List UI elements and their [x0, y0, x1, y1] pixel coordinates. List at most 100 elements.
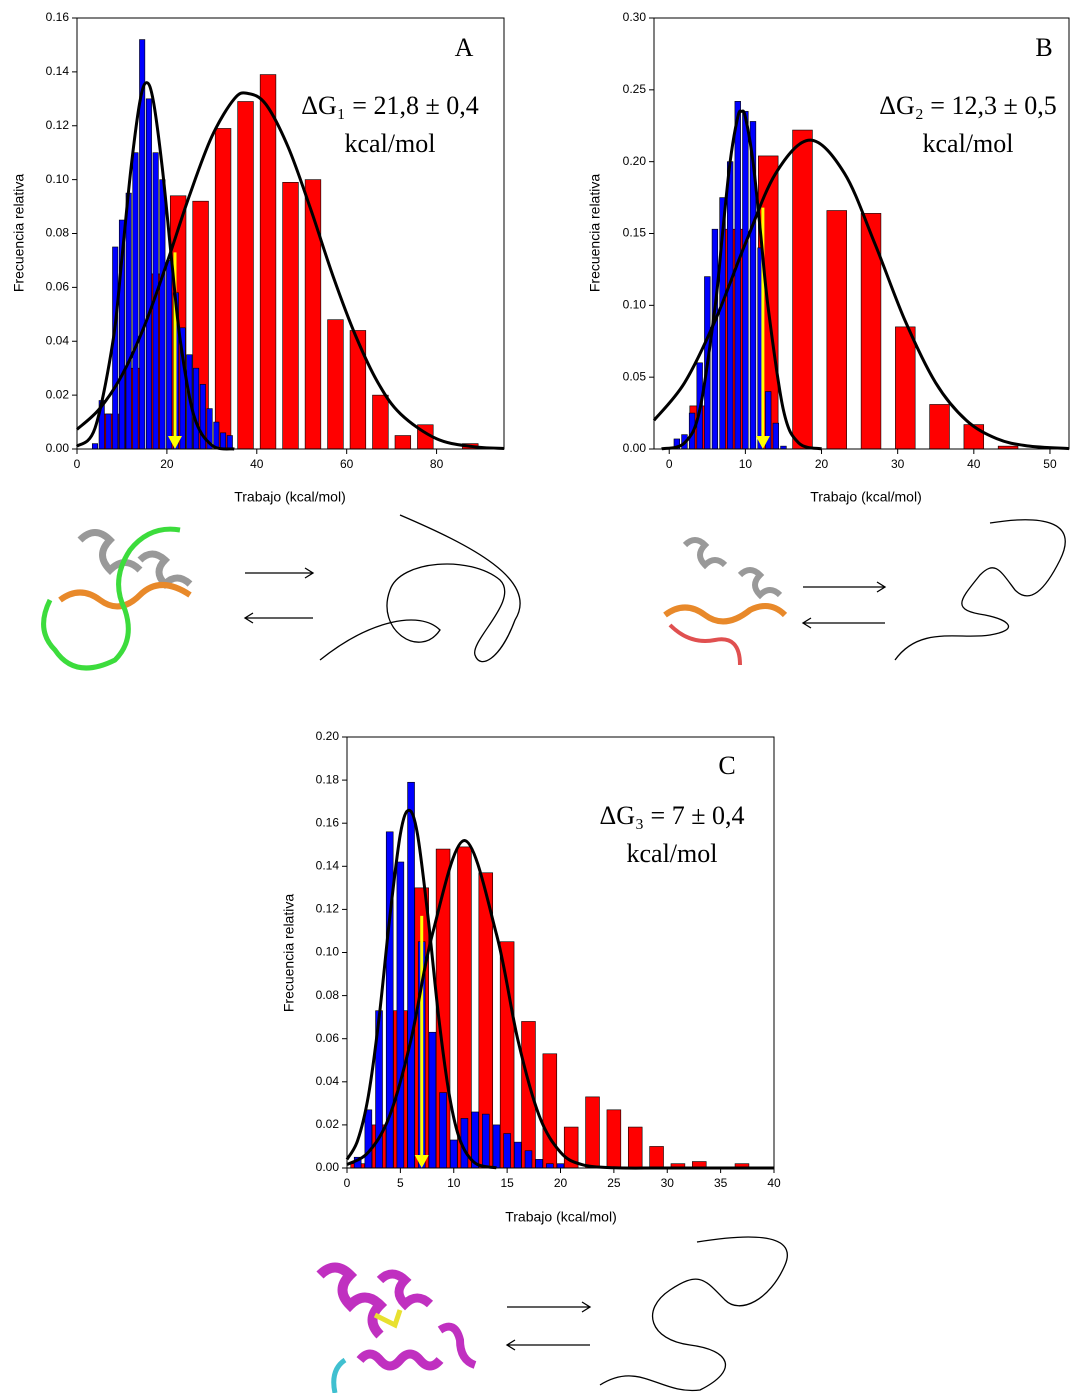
- equilibrium-arrows-a: [243, 567, 315, 624]
- loop: [668, 623, 742, 666]
- bar: [396, 861, 405, 1169]
- y-tick-label: 0.20: [623, 154, 647, 168]
- annotation: kcal/mol: [345, 129, 436, 158]
- x-axis-title: Trabajo (kcal/mol): [234, 489, 346, 505]
- helix: [376, 1269, 434, 1311]
- bar: [125, 192, 132, 450]
- x-tick-label: 20: [815, 457, 829, 471]
- y-tick-label: 0.20: [316, 729, 340, 743]
- y-tick-label: 0.15: [623, 226, 647, 240]
- bar: [166, 260, 173, 450]
- x-tick-label: 40: [767, 1176, 781, 1190]
- x-tick-label: 20: [554, 1176, 568, 1190]
- y-tick-label: 0.10: [623, 298, 647, 312]
- arrow-head: [414, 1155, 429, 1168]
- bar: [535, 1159, 543, 1169]
- bar: [407, 781, 415, 1169]
- bar: [482, 1113, 490, 1169]
- bar: [159, 179, 166, 450]
- y-tick-label: 0.12: [316, 902, 340, 916]
- x-tick-label: 35: [714, 1176, 728, 1190]
- bar: [734, 101, 741, 450]
- bar: [792, 129, 813, 450]
- bar: [282, 182, 299, 450]
- x-tick-label: 25: [607, 1176, 621, 1190]
- bar: [524, 1150, 533, 1169]
- y-tick-label: 0.25: [623, 82, 647, 96]
- x-tick-label: 5: [397, 1176, 404, 1190]
- arrow-head: [167, 436, 182, 449]
- bar: [327, 319, 344, 450]
- x-tick-label: 0: [74, 457, 81, 471]
- x-tick-label: 30: [891, 457, 905, 471]
- y-tick-label: 0.08: [316, 988, 340, 1002]
- panel-label: A: [455, 33, 474, 62]
- x-axis-title: Trabajo (kcal/mol): [505, 1209, 617, 1225]
- panel-label: B: [1035, 33, 1052, 62]
- bar: [627, 1126, 643, 1169]
- fit-curve: [75, 91, 505, 450]
- bar: [237, 101, 254, 450]
- y-tick-label: 0.00: [46, 441, 70, 455]
- bar: [259, 74, 277, 450]
- annotation: ΔG₁ = 21,8 ± 0,4: [301, 91, 479, 120]
- protein-b: [663, 537, 788, 666]
- x-tick-label: 15: [500, 1176, 514, 1190]
- bar: [963, 424, 985, 450]
- x-tick-label: 0: [666, 457, 673, 471]
- bar: [742, 111, 749, 450]
- annotation: ΔG₃ = 7 ± 0,4: [600, 801, 745, 830]
- bar: [372, 394, 389, 450]
- arrow-back: [243, 612, 313, 624]
- bar: [726, 161, 734, 450]
- equilibrium-arrows-b: [801, 581, 887, 629]
- bar: [132, 152, 139, 450]
- y-tick-label: 0.14: [316, 858, 340, 872]
- loop: [331, 1357, 347, 1393]
- y-tick-label: 0.06: [46, 280, 70, 294]
- x-tick-label: 10: [447, 1176, 461, 1190]
- x-tick-label: 50: [1043, 457, 1057, 471]
- y-tick-label: 0.04: [316, 1074, 340, 1088]
- bar: [394, 435, 412, 450]
- bar: [349, 330, 367, 450]
- chart: 0.00 0.02 0.04 0.06 0.08 0.10 0.12 0.14 0.16 0.18…: [281, 729, 781, 1225]
- bar: [214, 128, 232, 450]
- x-tick-label: 60: [340, 457, 354, 471]
- arrow-forward: [507, 1301, 592, 1313]
- helix: [137, 550, 193, 589]
- x-tick-label: 20: [160, 457, 174, 471]
- bar: [895, 326, 916, 450]
- bar: [514, 1141, 522, 1169]
- bar: [606, 1109, 622, 1169]
- bar: [503, 1133, 511, 1169]
- bar: [364, 1109, 373, 1169]
- panel-label: C: [718, 751, 735, 780]
- y-tick-label: 0.12: [46, 118, 70, 132]
- annotation: kcal/mol: [627, 839, 718, 868]
- y-axis-title: Frecuencia relativa: [587, 174, 603, 292]
- bar: [226, 435, 233, 450]
- bar: [556, 1163, 565, 1169]
- bar: [711, 228, 719, 450]
- bar: [585, 1096, 600, 1169]
- equilibrium-arrows-c: [505, 1301, 592, 1351]
- annotation: ΔG₂ = 12,3 ± 0,5: [879, 91, 1057, 120]
- x-tick-label: 0: [344, 1176, 351, 1190]
- bar: [145, 98, 152, 450]
- bar: [428, 1031, 437, 1169]
- unfolded-chain: [894, 519, 1066, 661]
- arrow-forward: [245, 567, 315, 579]
- arrow-head: [755, 436, 770, 449]
- x-axis-title: Trabajo (kcal/mol): [810, 489, 922, 505]
- x-tick-label: 40: [967, 457, 981, 471]
- annotation: kcal/mol: [923, 129, 1014, 158]
- unfolded-chain: [319, 514, 521, 663]
- bar: [649, 1146, 664, 1169]
- y-tick-label: 0.00: [316, 1160, 340, 1174]
- x-tick-label: 10: [739, 457, 753, 471]
- bar: [546, 1163, 554, 1169]
- x-tick-label: 40: [250, 457, 264, 471]
- helix: [316, 1262, 388, 1339]
